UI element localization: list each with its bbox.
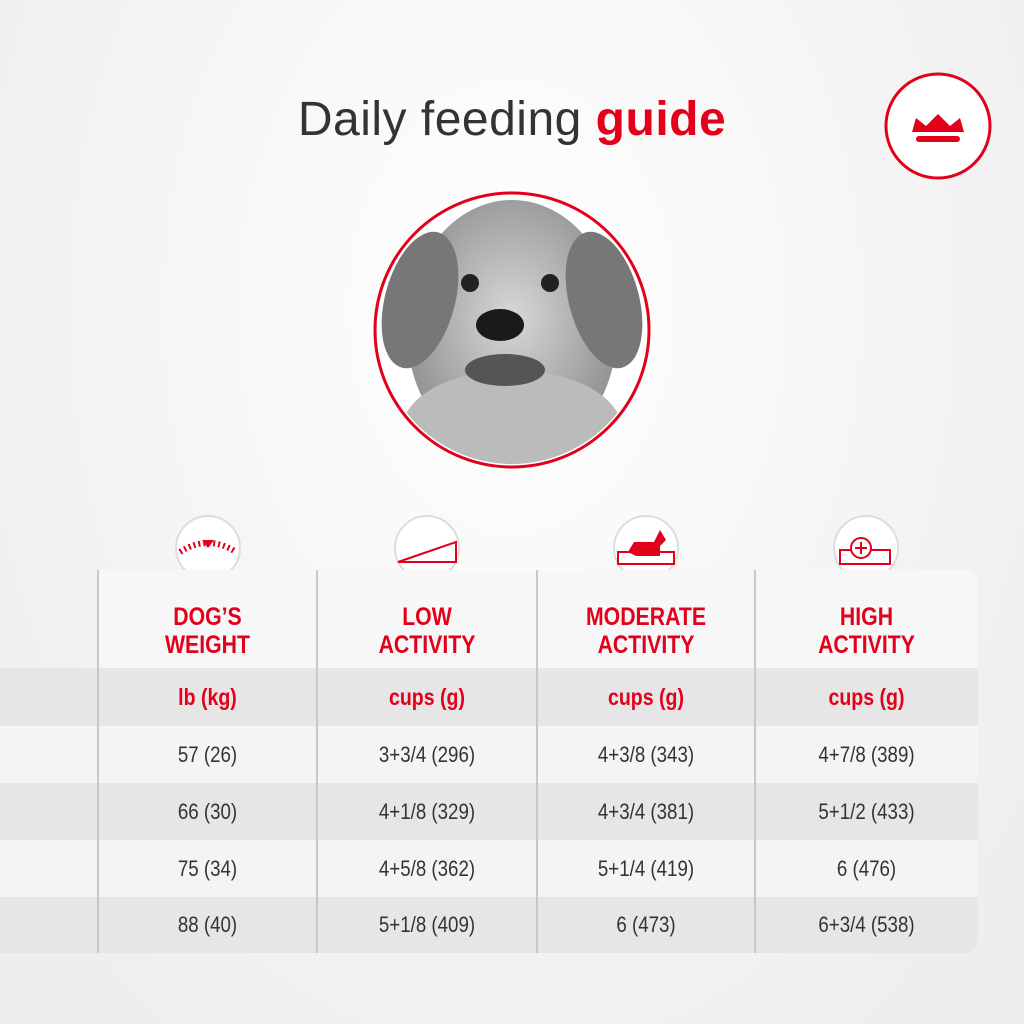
- column-header-line: HIGH: [839, 603, 894, 631]
- table-cell: 75 (34): [177, 855, 238, 881]
- table-cell: 4+5/8 (362): [378, 855, 476, 881]
- column-unit: cups (g): [828, 683, 905, 710]
- column-header: DOG’S WEIGHT: [114, 596, 300, 666]
- column-header-line: LOW: [402, 603, 452, 631]
- table-cell: 6 (476): [836, 855, 897, 881]
- title: Daily feeding guide: [0, 92, 1024, 147]
- title-text: Daily feeding: [297, 93, 582, 146]
- column-unit: lb (kg): [178, 683, 237, 710]
- column-header-line: ACTIVITY: [597, 631, 695, 659]
- column-unit: cups (g): [607, 683, 685, 710]
- table-cell: 57 (26): [177, 741, 238, 767]
- column-divider: [754, 570, 756, 953]
- table-icons: [175, 515, 899, 581]
- row-band: [0, 783, 978, 840]
- column-unit: cups (g): [388, 683, 466, 710]
- column-header-line: MODERATE: [585, 603, 707, 631]
- table-cell: 4+3/8 (343): [597, 741, 695, 767]
- table-cell: 4+7/8 (389): [818, 741, 915, 767]
- column-header-line: ACTIVITY: [378, 631, 476, 659]
- row-band: [0, 840, 978, 897]
- table-cell: 6 (473): [616, 912, 676, 937]
- table-cell: 3+3/4 (296): [378, 741, 476, 767]
- row-band: [0, 726, 978, 783]
- table-cell: 4+3/4 (381): [597, 798, 695, 824]
- row-band: [0, 668, 978, 726]
- column-header-line: WEIGHT: [165, 631, 250, 659]
- table-cell: 88 (40): [177, 912, 238, 937]
- column-divider: [316, 570, 318, 953]
- column-divider: [97, 570, 99, 953]
- table-cell: 4+1/8 (329): [378, 798, 476, 824]
- column-header: MODERATE ACTIVITY: [553, 596, 738, 666]
- title-accent: guide: [595, 93, 727, 146]
- table-cell: 66 (30): [177, 798, 238, 824]
- table-cell: 5+1/4 (419): [597, 855, 695, 881]
- header-band: [98, 570, 978, 668]
- column-divider: [536, 570, 538, 953]
- column-header-line: DOG’S: [173, 603, 242, 631]
- column-header: LOW ACTIVITY: [334, 596, 521, 666]
- row-band: [0, 897, 978, 953]
- column-header-line: ACTIVITY: [818, 631, 915, 659]
- table-cell: 6+3/4 (538): [818, 912, 915, 937]
- column-header: HIGH ACTIVITY: [772, 596, 962, 666]
- table-cell: 5+1/2 (433): [818, 798, 915, 824]
- table-cell: 5+1/8 (409): [378, 912, 476, 937]
- logo-crown: [912, 114, 964, 132]
